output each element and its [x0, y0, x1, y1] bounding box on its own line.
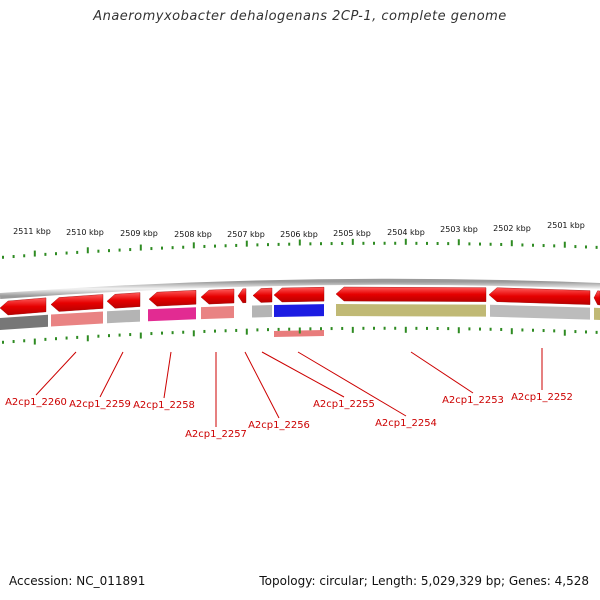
function-category-bar: [0, 314, 48, 330]
scale-tick-label: 2503 kbp: [440, 225, 478, 234]
gene-arrow[interactable]: [252, 287, 273, 303]
accession-text: Accession: NC_011891: [9, 574, 146, 588]
gene-label[interactable]: A2cp1_2257: [185, 429, 247, 440]
gene-leader-line: [261, 351, 345, 398]
map-title: Anaeromyxobacter dehalogenans 2CP-1, com…: [93, 9, 507, 24]
function-category-bar: [148, 307, 196, 322]
gene-label[interactable]: A2cp1_2259: [69, 399, 131, 410]
scale-tick-label: 2506 kbp: [280, 230, 318, 239]
scale-tick-label: 2507 kbp: [227, 230, 265, 239]
function-category-bar: [594, 307, 600, 320]
function-category-bar: [252, 305, 272, 318]
function-category-bar: [490, 304, 590, 320]
gene-arrow[interactable]: [237, 288, 247, 304]
gene-leader-line: [297, 351, 407, 417]
gene-label[interactable]: A2cp1_2258: [133, 400, 195, 411]
scale-tick-label: 2504 kbp: [387, 228, 425, 237]
gene-leader-line: [410, 351, 474, 394]
gene-leader-line: [99, 351, 124, 398]
scale-tick-label: 2511 kbp: [13, 227, 51, 236]
gene-arrow[interactable]: [488, 287, 591, 305]
gene-arrow[interactable]: [273, 286, 325, 303]
gene-label[interactable]: A2cp1_2255: [313, 399, 375, 410]
function-category-bar: [51, 311, 103, 327]
scale-tick-label: 2509 kbp: [120, 229, 158, 238]
gene-label[interactable]: A2cp1_2252: [511, 392, 573, 403]
gene-arrow[interactable]: [335, 286, 487, 302]
gene-label[interactable]: A2cp1_2256: [248, 420, 310, 431]
gene-arrow[interactable]: [148, 290, 197, 307]
gene-arrow[interactable]: [200, 288, 235, 305]
gene-arrow[interactable]: [593, 290, 600, 306]
gene-leader-line: [163, 351, 172, 399]
function-category-bar: [201, 306, 234, 320]
scale-tick-label: 2501 kbp: [547, 221, 585, 230]
gene-arrow[interactable]: [106, 292, 141, 309]
gene-leader-line: [244, 351, 280, 419]
scale-tick-label: 2505 kbp: [333, 229, 371, 238]
genome-backbone: [0, 278, 600, 299]
gene-arrow[interactable]: [50, 294, 104, 312]
function-category-bar: [336, 304, 486, 317]
function-category-bar: [274, 304, 324, 317]
gene-leader-line: [35, 351, 77, 396]
scale-tick-label: 2510 kbp: [66, 228, 104, 237]
gene-label[interactable]: A2cp1_2253: [442, 395, 504, 406]
gene-label[interactable]: A2cp1_2254: [375, 418, 437, 429]
function-category-bar: [107, 309, 140, 324]
scale-tick-label: 2502 kbp: [493, 224, 531, 233]
scale-tick-label: 2508 kbp: [174, 230, 212, 239]
genome-summary-text: Topology: circular; Length: 5,029,329 bp…: [259, 574, 589, 588]
gene-label[interactable]: A2cp1_2260: [5, 397, 67, 408]
gene-arrow[interactable]: [0, 297, 47, 316]
